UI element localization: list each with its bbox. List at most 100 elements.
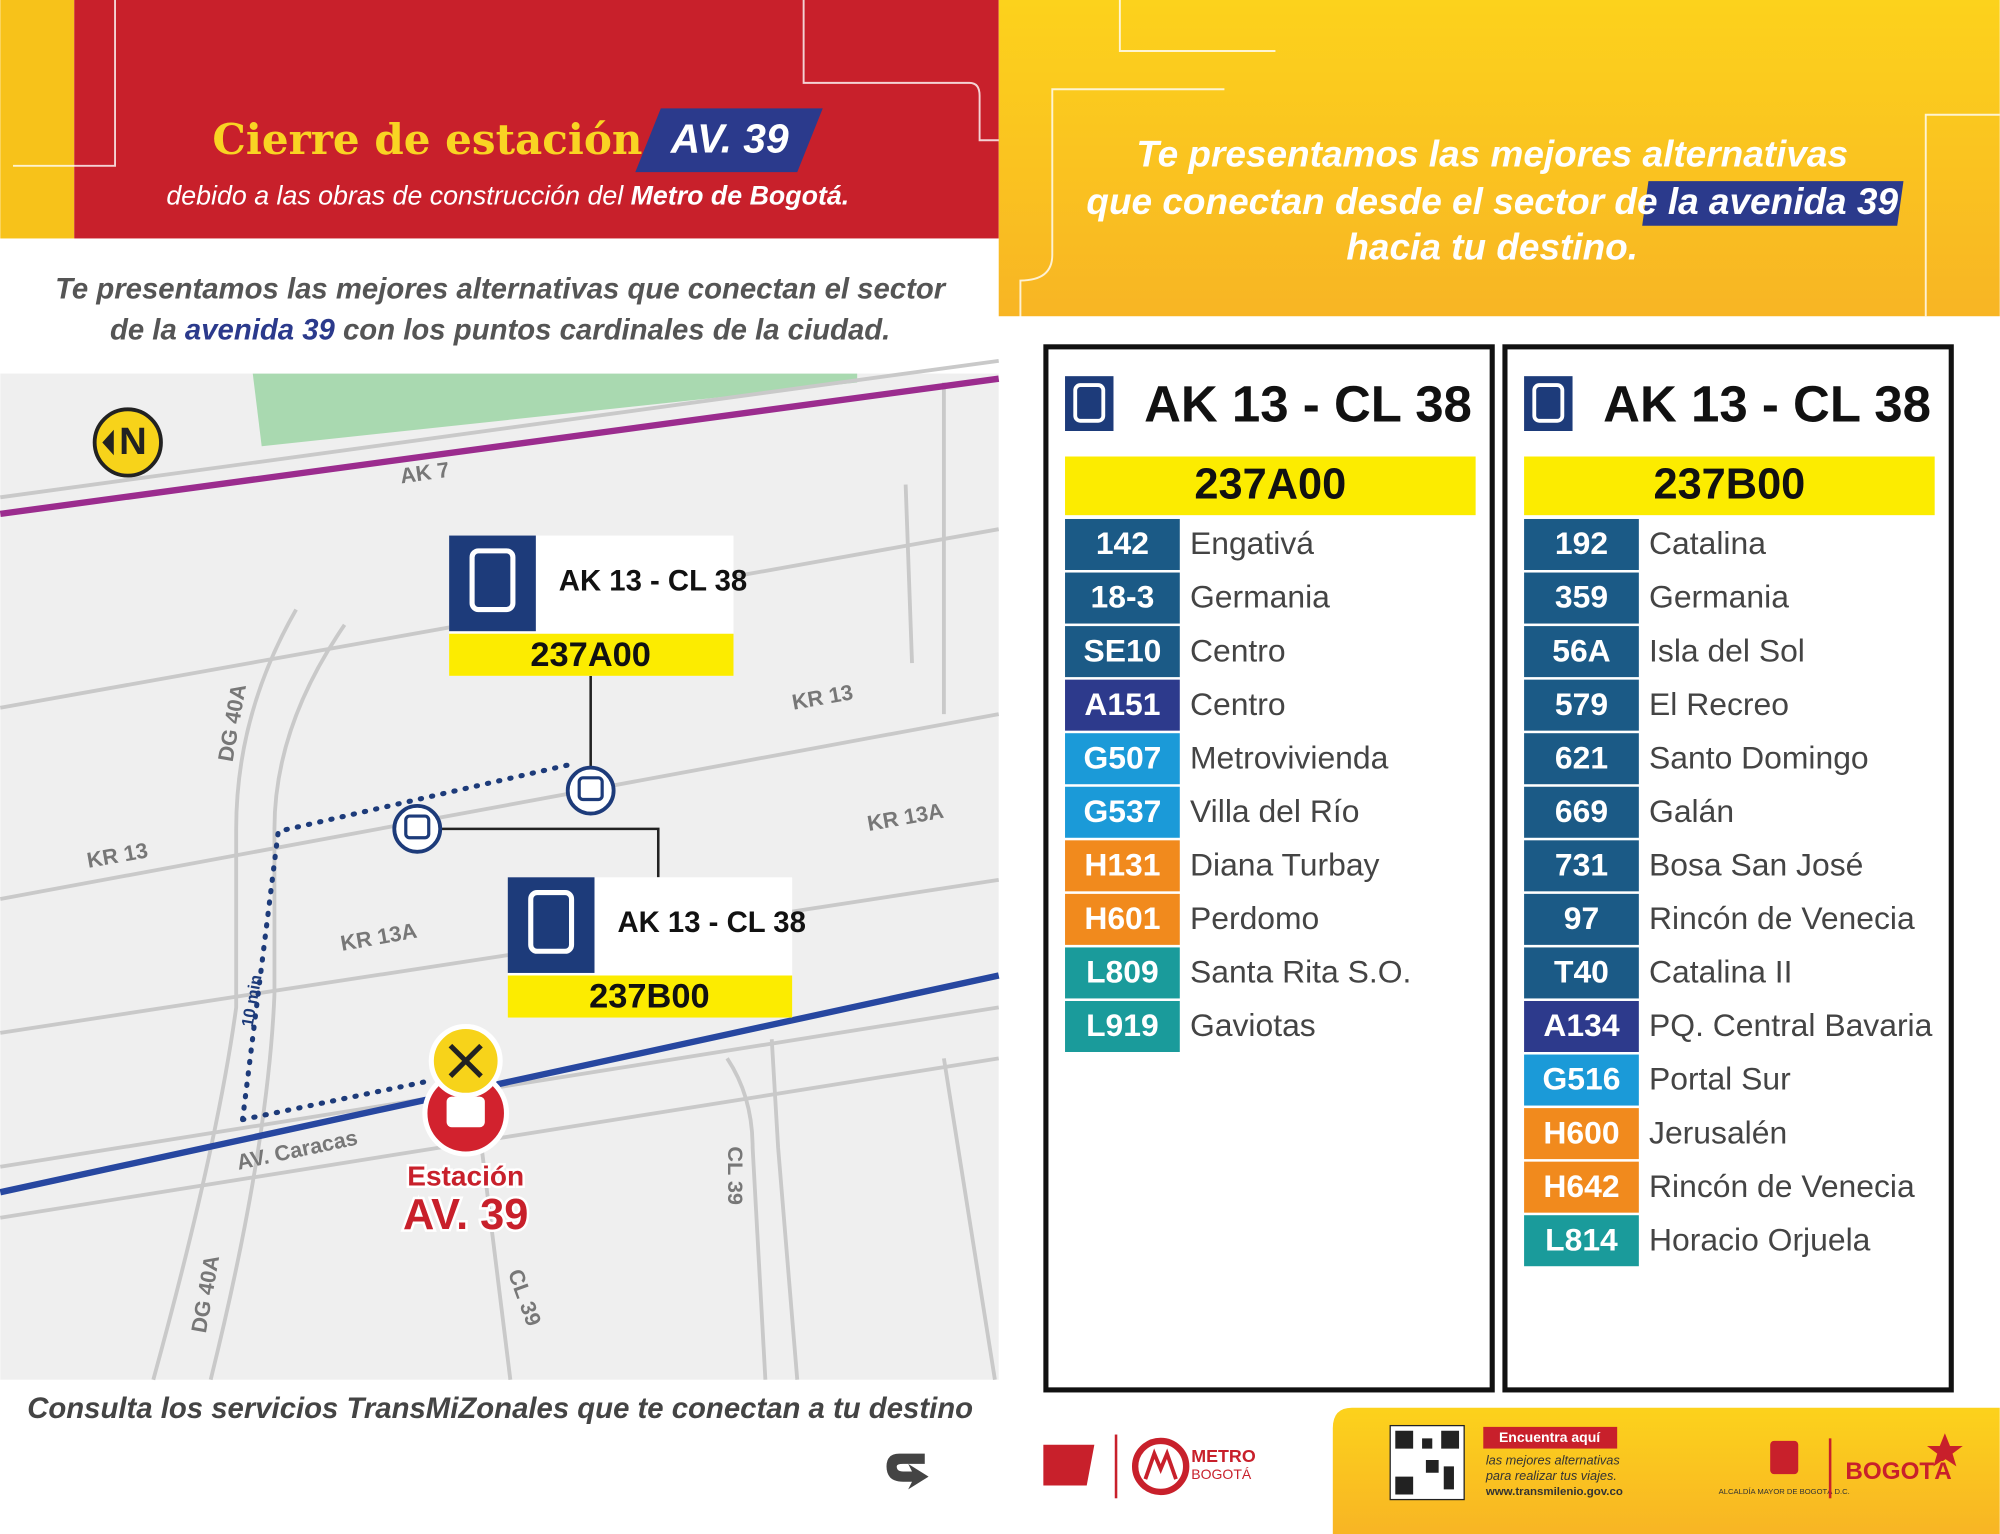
- service-destination: Germania: [1649, 579, 1789, 615]
- info-title: Encuentra aquí: [1499, 1429, 1601, 1445]
- info-line: para realizar tus viajes.: [1485, 1468, 1617, 1483]
- panels: AK 13 - CL 38 237A00 142 Engativá 18-3 German…: [1043, 344, 1954, 1393]
- service-code: 142: [1096, 525, 1149, 561]
- service-code-box: [1524, 1000, 1639, 1052]
- service-code-box: [1524, 679, 1639, 731]
- footer-note: Consulta los servicios TransMiZonales qu…: [27, 1392, 973, 1425]
- walk-path: [240, 762, 571, 1123]
- service-code-box: [1524, 518, 1639, 570]
- subtitle-prefix: debido a las obras de construcción del: [166, 181, 624, 211]
- stop-marker: [392, 803, 443, 854]
- service-code-box: [1524, 1161, 1639, 1213]
- service-code: 731: [1555, 847, 1608, 883]
- service-code: 18-3: [1091, 579, 1155, 615]
- service-code: L919: [1086, 1007, 1159, 1043]
- service-code: 192: [1555, 525, 1608, 561]
- bus-glyph: [469, 548, 516, 613]
- right-header-line: hacia tu destino.: [1346, 227, 1638, 268]
- service-destination: PQ. Central Bavaria: [1649, 1007, 1933, 1043]
- intro-prefix: de la: [110, 313, 177, 346]
- service-code: 56A: [1552, 632, 1610, 668]
- bus-glyph: [1073, 383, 1106, 423]
- service-destination: Santa Rita S.O.: [1190, 954, 1411, 990]
- station-label: Estación: [407, 1161, 524, 1192]
- right-header-line: que conectan desde el sector de la aveni…: [1086, 181, 1898, 222]
- service-code: H600: [1543, 1114, 1619, 1150]
- stop-name: AK 13 - CL 38: [617, 906, 805, 939]
- panel-stop: AK 13 - CL 38: [1603, 376, 1931, 433]
- station-badge: [635, 108, 823, 173]
- service-code: G537: [1083, 793, 1161, 829]
- metro-sub: BOGOTÁ: [1191, 1466, 1252, 1482]
- service-code-box: [1524, 947, 1639, 999]
- service-destination: Bosa San José: [1649, 847, 1863, 883]
- service-code-box: [1065, 572, 1180, 624]
- subtitle-emphasis: Metro de Bogotá.: [631, 181, 850, 211]
- service-code-box: [1065, 518, 1180, 570]
- service-code-box: [1524, 733, 1639, 785]
- service-code-box: [1524, 1108, 1639, 1160]
- transfer-icon: [886, 1453, 929, 1490]
- service-code: 97: [1564, 900, 1599, 936]
- service-destination: Rincón de Venecia: [1649, 900, 1915, 936]
- service-destination: Centro: [1190, 686, 1286, 722]
- service-code-box: [1065, 733, 1180, 785]
- metro-glyph: [1143, 1448, 1178, 1480]
- service-code: 669: [1555, 793, 1608, 829]
- metro-logo: [1131, 1437, 1190, 1496]
- service-code-box: [1065, 679, 1180, 731]
- service-code: T40: [1554, 954, 1609, 990]
- park: [252, 373, 858, 447]
- service-code-box: [1065, 786, 1180, 838]
- service-destination: Rincón de Venecia: [1649, 1168, 1915, 1204]
- route-bar: [1524, 456, 1935, 516]
- service-code: 621: [1555, 739, 1608, 775]
- bogota-logo: BOGOTÁ: [1845, 1457, 1951, 1485]
- right-header-line: Te presentamos las mejores alternativas: [1136, 134, 1848, 175]
- north-label: N: [119, 420, 147, 463]
- service-destination: Germania: [1190, 579, 1330, 615]
- left-strip: [0, 0, 75, 239]
- service-destination: Villa del Río: [1190, 793, 1359, 829]
- star: [1927, 1433, 1963, 1467]
- transmilenio-logo: [1043, 1444, 1095, 1486]
- service-destination: Gaviotas: [1190, 1007, 1316, 1043]
- red-header: [74, 0, 999, 239]
- header-station: AV. 39: [670, 115, 789, 161]
- info-url: www.transmilenio.gov.co: [1485, 1486, 1623, 1498]
- header-title: Cierre de estación: [212, 114, 642, 164]
- north-badge: [92, 407, 163, 478]
- caracas-line: [0, 972, 1000, 1196]
- highlight: [1642, 181, 1904, 226]
- qr-pattern: [1395, 1430, 1460, 1495]
- metro-text: METRO: [1191, 1446, 1256, 1466]
- service-destination: Galán: [1649, 793, 1734, 829]
- service-code-box: [1065, 1000, 1180, 1052]
- north-arrow: [102, 429, 114, 456]
- closed-x: [448, 1043, 483, 1079]
- panel-route: 237A00: [1194, 461, 1346, 509]
- service-code-box: [1524, 786, 1639, 838]
- service-destination: Metrovivienda: [1190, 739, 1389, 775]
- route-bar: [507, 975, 793, 1018]
- panel-stop: AK 13 - CL 38: [1144, 376, 1472, 433]
- intro-line: Te presentamos las mejores alternativas …: [55, 272, 947, 305]
- service-destination: Santo Domingo: [1649, 739, 1869, 775]
- info-line: las mejores alternativas: [1486, 1453, 1621, 1468]
- bus-glyph: [528, 890, 575, 954]
- yellow-header: [998, 0, 2000, 317]
- ak7-line: [0, 375, 1000, 518]
- service-code-box: [1524, 626, 1639, 678]
- decor-lines: [13, 0, 2000, 319]
- route-bar: [449, 633, 734, 676]
- bus-glyph: [577, 776, 604, 802]
- intro-suffix: con los puntos cardinales de la ciudad.: [343, 313, 890, 346]
- service-code-box: [1065, 947, 1180, 999]
- bus-glyph: [446, 1096, 485, 1128]
- bus-glyph: [404, 814, 431, 840]
- service-code-box: [1065, 626, 1180, 678]
- service-code: L809: [1086, 954, 1159, 990]
- connector: [440, 675, 660, 878]
